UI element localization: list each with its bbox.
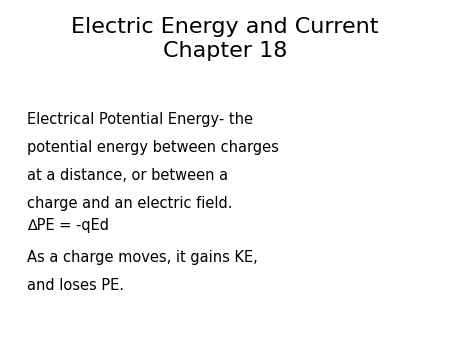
Text: Electric Energy and Current
Chapter 18: Electric Energy and Current Chapter 18	[71, 17, 379, 61]
Text: As a charge moves, it gains KE,: As a charge moves, it gains KE,	[27, 250, 258, 265]
Text: and loses PE.: and loses PE.	[27, 278, 124, 293]
Text: Electrical Potential Energy- the: Electrical Potential Energy- the	[27, 112, 253, 126]
Text: charge and an electric field.: charge and an electric field.	[27, 196, 233, 211]
Text: potential energy between charges: potential energy between charges	[27, 140, 279, 154]
Text: at a distance, or between a: at a distance, or between a	[27, 168, 228, 183]
Text: ∆PE = -qEd: ∆PE = -qEd	[27, 218, 109, 233]
